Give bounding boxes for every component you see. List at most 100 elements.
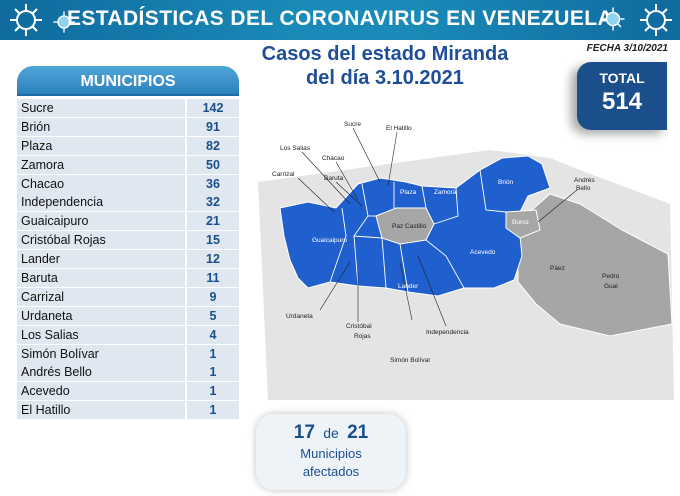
- table-row: Independencia 32: [17, 193, 239, 213]
- total-label: TOTAL: [599, 70, 645, 86]
- map-svg: Sucre El Hatillo Los Salias Chacao Carri…: [258, 121, 674, 400]
- map-label-plaza: Plaza: [400, 189, 417, 196]
- row-value: 11: [187, 269, 239, 288]
- map-label-carrizal: Carrizal: [272, 171, 295, 178]
- row-value: 32: [187, 193, 239, 212]
- map-label-pedro-gual-2: Gual: [604, 283, 618, 290]
- table-row: Los Salias 4: [17, 325, 239, 345]
- municipality-borders: [329, 169, 507, 293]
- row-value: 4: [187, 325, 239, 344]
- table-row: Cristóbal Rojas 15: [17, 231, 239, 251]
- row-value: 1: [187, 401, 239, 420]
- map-label-acevedo: Acevedo: [470, 249, 496, 256]
- map-label-simon-bolivar: Simón Bolívar: [390, 357, 431, 364]
- table-row: Andrés Bello 1: [17, 363, 239, 383]
- virus-icon: [640, 4, 672, 36]
- row-name: Brión: [17, 117, 185, 136]
- row-value: 15: [187, 231, 239, 250]
- page-title: ESTADÍSTICAS DEL CORONAVIRUS EN VENEZUEL…: [66, 7, 614, 30]
- row-name: Chacao: [17, 174, 185, 193]
- header-banner: ESTADÍSTICAS DEL CORONAVIRUS EN VENEZUEL…: [0, 0, 680, 40]
- row-name: Los Salias: [17, 325, 185, 344]
- map-label-cristobal-rojas-1: Cristóbal: [346, 323, 372, 330]
- row-value: 9: [187, 287, 239, 306]
- row-name: Baruta: [17, 269, 185, 288]
- municipalities-header: MUNICIPIOS: [17, 66, 239, 96]
- total-box: TOTAL 514: [577, 62, 667, 130]
- table-row: Zamora 50: [17, 155, 239, 175]
- row-value: 1: [187, 344, 239, 363]
- table-row: Sucre 142: [17, 99, 239, 118]
- map-label-el-hatillo: El Hatillo: [386, 125, 412, 132]
- map-label-cristobal-rojas-2: Rojas: [354, 333, 371, 340]
- report-date: FECHA 3/10/2021: [586, 43, 668, 54]
- total-municipalities: 21: [347, 422, 369, 443]
- table-row: Brión 91: [17, 117, 239, 137]
- row-name: Cristóbal Rojas: [17, 231, 185, 250]
- row-value: 1: [187, 363, 239, 382]
- map-label-andres-bello-1: Andrés: [574, 177, 595, 184]
- miranda-map: Sucre El Hatillo Los Salias Chacao Carri…: [250, 112, 680, 412]
- map-label-guaicaipuro: Guaicaipuro: [312, 237, 347, 244]
- affected-number: 17: [293, 422, 315, 443]
- map-label-paz-castillo: Paz Castillo: [392, 223, 427, 230]
- table-row: Guaicaipuro 21: [17, 212, 239, 232]
- map-label-lander: Lander: [398, 283, 419, 290]
- virus-icon: [601, 7, 625, 31]
- row-value: 12: [187, 250, 239, 269]
- virus-icon: [10, 4, 42, 36]
- row-name: Urdaneta: [17, 306, 185, 325]
- virus-icon: [53, 11, 75, 33]
- row-name: Andrés Bello: [17, 363, 185, 382]
- row-value: 21: [187, 212, 239, 231]
- region-paz-castillo: [375, 207, 435, 245]
- map-label-paez: Páez: [550, 265, 565, 272]
- subtitle-line-1: Casos del estado Miranda: [261, 43, 509, 65]
- map-label-andres-bello-2: Bello: [576, 185, 591, 192]
- map-label-pedro-gual-1: Pedro: [602, 273, 620, 280]
- map-label-brion: Brión: [498, 179, 514, 186]
- row-name: Acevedo: [17, 382, 185, 401]
- row-name: Guaicaipuro: [17, 212, 185, 231]
- row-name: El Hatillo: [17, 401, 185, 420]
- row-name: Zamora: [17, 155, 185, 174]
- row-name: Lander: [17, 250, 185, 269]
- table-row: Chacao 36: [17, 174, 239, 194]
- row-value: 142: [187, 99, 239, 117]
- table-row: El Hatillo 1: [17, 401, 239, 421]
- row-name: Carrizal: [17, 287, 185, 306]
- total-value: 514: [601, 88, 643, 115]
- leader-lines: [297, 127, 578, 327]
- row-name: Simón Bolívar: [17, 344, 185, 363]
- table-row: Carrizal 9: [17, 287, 239, 307]
- map-label-sucre: Sucre: [344, 121, 361, 128]
- row-value: 91: [187, 117, 239, 136]
- row-name: Sucre: [17, 99, 185, 117]
- table-row: Plaza 82: [17, 136, 239, 156]
- region-buroz: [505, 209, 541, 239]
- table-row: Urdaneta 5: [17, 306, 239, 326]
- row-value: 82: [187, 136, 239, 155]
- affected-caption-2: afectados: [302, 464, 360, 479]
- affected-connector: de: [323, 425, 339, 441]
- map-label-chacao: Chacao: [322, 155, 345, 162]
- row-value: 36: [187, 174, 239, 193]
- table-row: Baruta 11: [17, 269, 239, 288]
- map-label-los-salias: Los Salias: [280, 145, 311, 152]
- region-unaffected-east: [517, 193, 673, 337]
- table-row: Lander 12: [17, 250, 239, 270]
- row-value: 5: [187, 306, 239, 325]
- map-label-urdaneta: Urdaneta: [286, 313, 313, 320]
- row-value: 1: [187, 382, 239, 401]
- row-name: Independencia: [17, 193, 185, 212]
- affected-caption-1: Municipios: [300, 446, 362, 461]
- map-label-independencia: Independencia: [426, 329, 469, 336]
- affected-count: 17 de 21: [256, 422, 406, 444]
- subtitle: Casos del estado Miranda del día 3.10.20…: [245, 42, 525, 90]
- municipalities-table: Sucre 142 Brión 91 Plaza 82 Zamora 50 Chacao…: [17, 99, 239, 421]
- table-row: Simón Bolívar 1: [17, 344, 239, 364]
- affected-summary: 17 de 21 Municipios afectados: [256, 414, 406, 490]
- row-value: 50: [187, 155, 239, 174]
- map-label-baruta: Baruta: [324, 175, 344, 182]
- map-label-buroz: Buroz: [512, 219, 529, 226]
